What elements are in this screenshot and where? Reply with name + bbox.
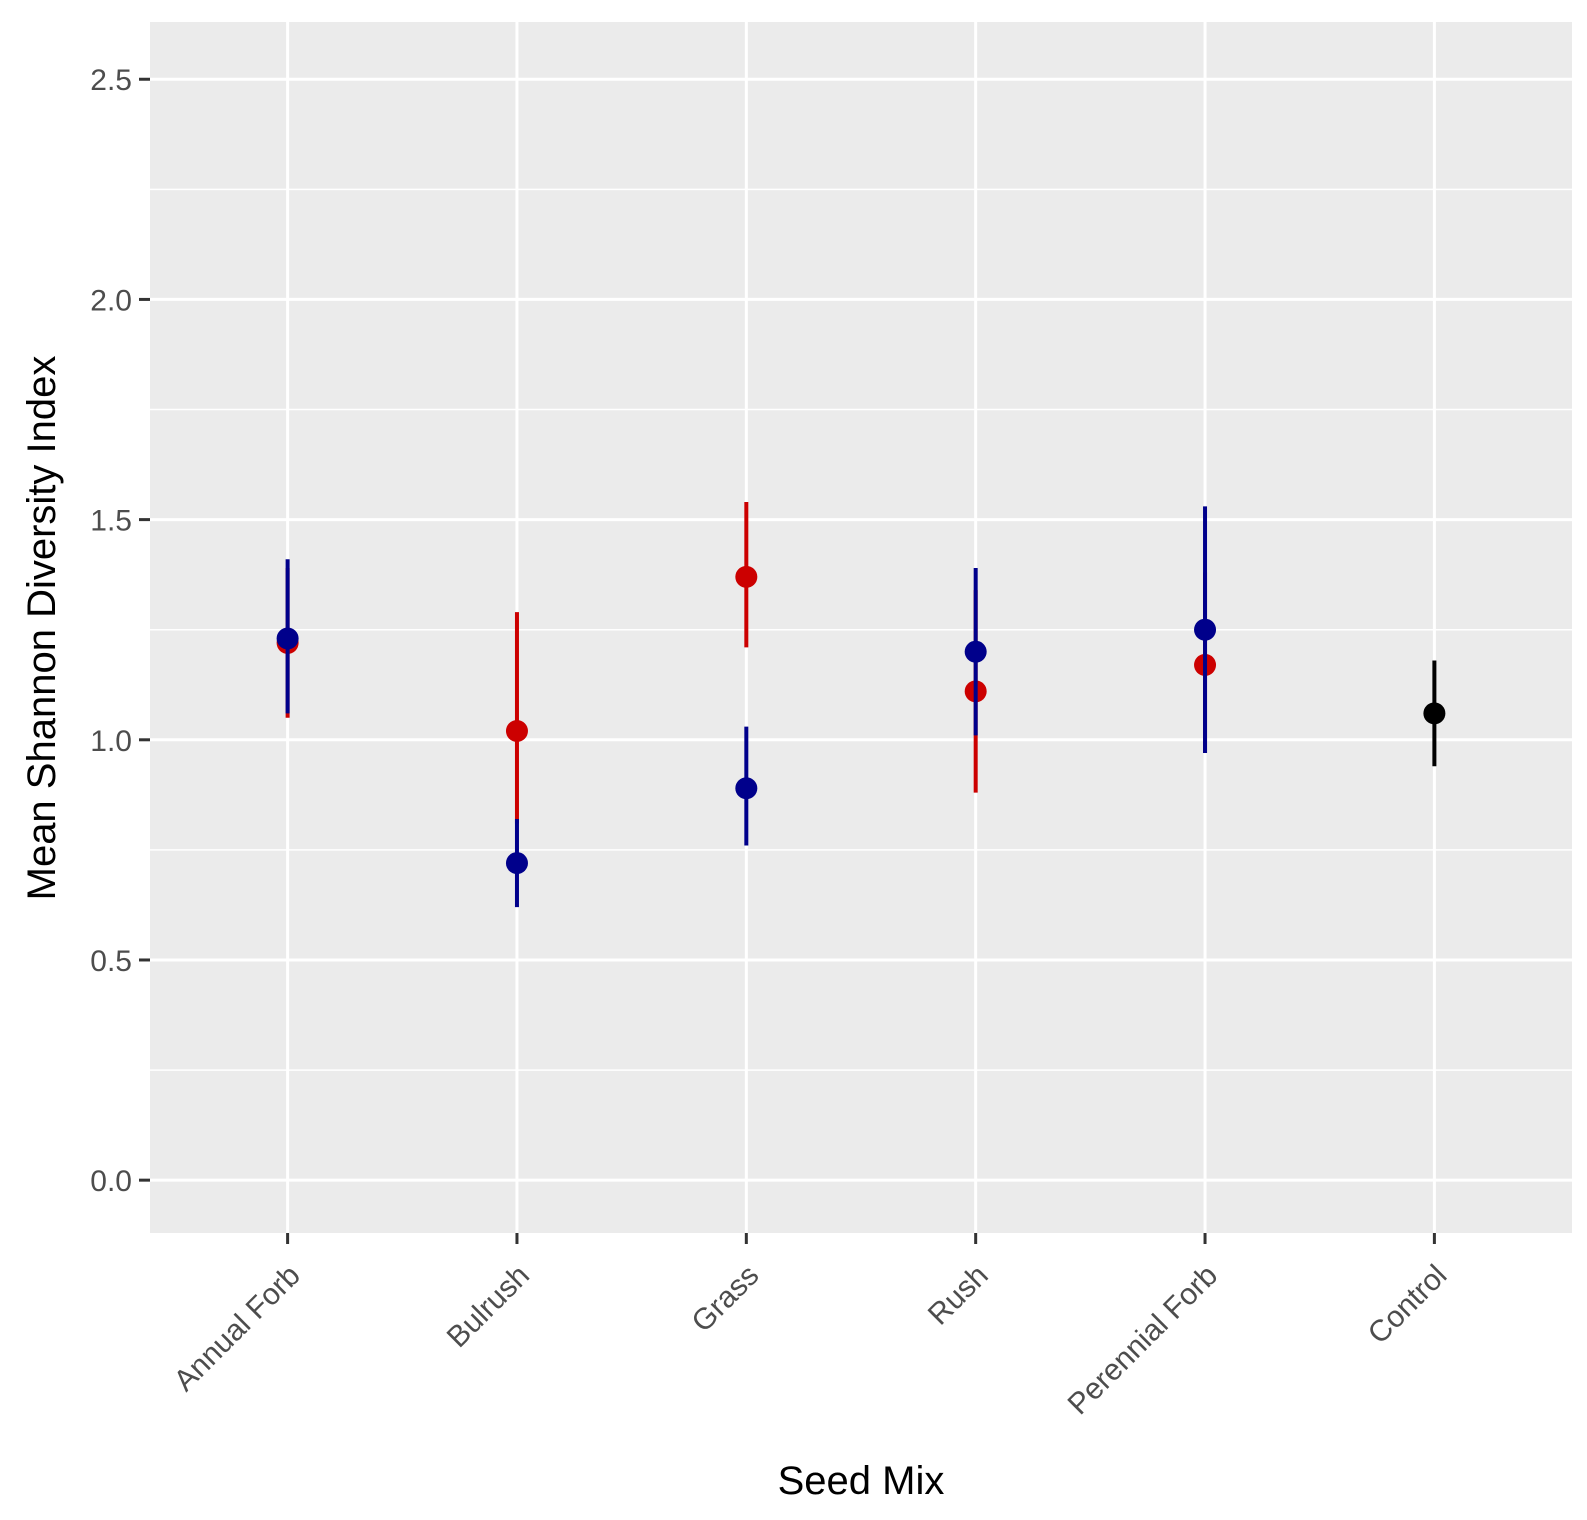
x-tick-label: Perennial Forb (1062, 1259, 1224, 1421)
grid-minor (150, 188, 1572, 1071)
y-tick-label: 1.5 (90, 505, 132, 538)
y-axis-ticks: 0.0 0.5 1.0 1.5 2.0 2.5 (90, 64, 150, 1198)
y-tick-label: 2.5 (90, 64, 132, 97)
data-point (964, 640, 987, 663)
data-point (276, 627, 299, 650)
data-point (1194, 618, 1217, 641)
data-point (505, 852, 528, 875)
data-marks (276, 501, 1446, 908)
y-axis-title: Mean Shannon Diversity Index (20, 356, 64, 901)
data-point (505, 719, 528, 742)
data-point (735, 565, 758, 588)
x-tick-label: Rush (922, 1259, 995, 1332)
data-point (735, 777, 758, 800)
y-tick-label: 0.0 (90, 1165, 132, 1198)
x-axis-ticks: Annual Forb Bulrush Grass Rush Perennial For… (168, 1233, 1454, 1421)
x-axis-title: Seed Mix (778, 1459, 945, 1503)
y-tick-label: 1.0 (90, 725, 132, 758)
data-point (1423, 702, 1446, 725)
x-tick-label: Bulrush (441, 1259, 536, 1354)
x-tick-label: Annual Forb (168, 1259, 307, 1398)
x-tick-label: Control (1362, 1259, 1454, 1351)
y-tick-label: 2.0 (90, 284, 132, 317)
plot-panel (150, 22, 1572, 1233)
x-tick-label: Grass (686, 1259, 766, 1339)
y-tick-label: 0.5 (90, 945, 132, 978)
